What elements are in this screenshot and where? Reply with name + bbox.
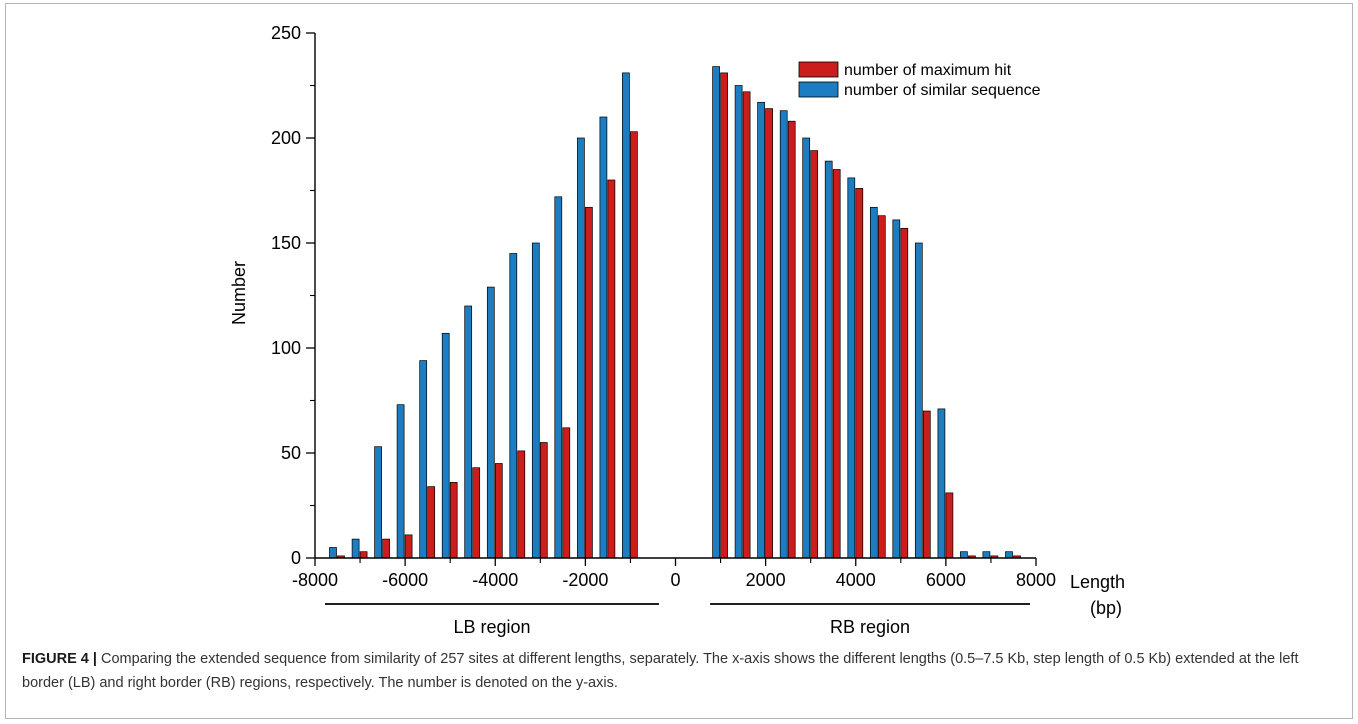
bar-maximum-hit-4 xyxy=(427,486,436,559)
bar-similar-sequence-0 xyxy=(329,547,337,559)
bar-maximum-hit-7 xyxy=(494,463,503,559)
bar-chart: 0 50 100 150 200 250 -8000 -6000 -4000 -2000 0 2000… xyxy=(229,23,1125,637)
regions-layer: LB region RB region xyxy=(325,603,1030,637)
bar-maximum-hit-3 xyxy=(404,534,413,559)
bar-maximum-hit-14 xyxy=(720,72,728,559)
legend-label-0: number of maximum hit xyxy=(844,62,1012,79)
bar-similar-sequence-11 xyxy=(577,137,585,559)
bar-similar-sequence-1 xyxy=(351,538,360,559)
bar-maximum-hit-19 xyxy=(832,169,841,559)
bar-maximum-hit-5 xyxy=(449,482,458,559)
bar-maximum-hit-8 xyxy=(517,450,526,559)
bar-similar-sequence-12 xyxy=(599,116,608,559)
bar-maximum-hit-12 xyxy=(607,179,616,559)
x-tick-label-4: 0 xyxy=(670,570,680,590)
x-tick-label-3: -2000 xyxy=(562,570,608,590)
figure-caption: FIGURE 4 | Comparing the extended sequen… xyxy=(22,647,1332,695)
bar-similar-sequence-9 xyxy=(531,242,540,559)
bar-maximum-hit-17 xyxy=(787,120,796,559)
y-axis-label: Number xyxy=(229,261,249,325)
bar-maximum-hit-9 xyxy=(539,442,548,559)
bar-similar-sequence-19 xyxy=(824,160,833,559)
legend-label-1: number of similar sequence xyxy=(844,82,1041,99)
bar-maximum-hit-20 xyxy=(855,188,864,559)
y-tick-label-2: 100 xyxy=(271,338,301,358)
bar-maximum-hit-11 xyxy=(585,206,593,559)
bar-maximum-hit-2 xyxy=(382,538,390,559)
bar-similar-sequence-15 xyxy=(734,85,743,559)
y-tick-label-5: 250 xyxy=(271,23,301,43)
ticks-layer: 0 50 100 150 200 250 -8000 -6000 -4000 -2000 0 2000… xyxy=(271,23,1056,590)
bar-maximum-hit-21 xyxy=(877,215,886,559)
bar-maximum-hit-15 xyxy=(742,91,751,559)
bar-similar-sequence-21 xyxy=(869,206,878,559)
bar-maximum-hit-13 xyxy=(630,131,638,559)
bar-similar-sequence-23 xyxy=(914,242,923,559)
bar-similar-sequence-20 xyxy=(847,177,856,559)
x-tick-label-7: 6000 xyxy=(926,570,966,590)
x-tick-label-5: 2000 xyxy=(746,570,786,590)
bar-similar-sequence-25 xyxy=(960,551,968,559)
x-tick-label-2: -4000 xyxy=(472,570,518,590)
bar-similar-sequence-3 xyxy=(396,404,405,559)
x-tick-label-6: 4000 xyxy=(836,570,876,590)
y-tick-label-0: 0 xyxy=(291,548,301,568)
bar-similar-sequence-22 xyxy=(892,219,901,559)
bar-similar-sequence-7 xyxy=(486,286,495,559)
region-label-1: RB region xyxy=(830,617,910,637)
bar-maximum-hit-24 xyxy=(945,492,954,559)
y-tick-label-4: 200 xyxy=(271,128,301,148)
bar-similar-sequence-4 xyxy=(419,360,428,559)
bar-similar-sequence-16 xyxy=(757,101,765,559)
bar-similar-sequence-24 xyxy=(937,408,946,559)
bar-similar-sequence-2 xyxy=(374,446,382,559)
legend-swatch-0 xyxy=(798,61,839,78)
x-tick-label-8: 8000 xyxy=(1016,570,1056,590)
bar-maximum-hit-10 xyxy=(562,427,571,559)
bar-similar-sequence-13 xyxy=(622,72,630,559)
region-label-0: LB region xyxy=(453,617,530,637)
bar-similar-sequence-26 xyxy=(982,551,991,559)
bar-maximum-hit-23 xyxy=(922,410,931,559)
bar-maximum-hit-22 xyxy=(900,227,909,559)
caption-text: Comparing the extended sequence from sim… xyxy=(22,651,1299,691)
x-tick-label-1: -6000 xyxy=(382,570,428,590)
bar-similar-sequence-17 xyxy=(779,110,788,559)
x-axis-label-line2: (bp) xyxy=(1090,598,1122,618)
y-tick-label-3: 150 xyxy=(271,233,301,253)
bar-maximum-hit-18 xyxy=(810,150,819,559)
bar-similar-sequence-14 xyxy=(712,66,720,559)
x-tick-label-0: -8000 xyxy=(292,570,338,590)
bar-similar-sequence-27 xyxy=(1005,551,1013,559)
figure-frame xyxy=(5,3,1353,719)
bar-maximum-hit-6 xyxy=(472,467,481,559)
caption-label: FIGURE 4 | xyxy=(22,651,97,667)
bar-similar-sequence-18 xyxy=(802,137,811,559)
legend-swatch-1 xyxy=(798,81,839,98)
legend: number of maximum hit number of similar s… xyxy=(798,61,1041,99)
bar-similar-sequence-8 xyxy=(509,253,518,559)
bar-maximum-hit-1 xyxy=(359,551,368,559)
x-axis-label-line1: Length xyxy=(1070,572,1125,592)
y-tick-label-1: 50 xyxy=(281,443,301,463)
bar-similar-sequence-10 xyxy=(554,196,563,559)
bars-layer xyxy=(329,66,1021,559)
bar-similar-sequence-6 xyxy=(464,305,473,559)
bar-similar-sequence-5 xyxy=(441,332,450,559)
bar-maximum-hit-16 xyxy=(765,108,773,559)
